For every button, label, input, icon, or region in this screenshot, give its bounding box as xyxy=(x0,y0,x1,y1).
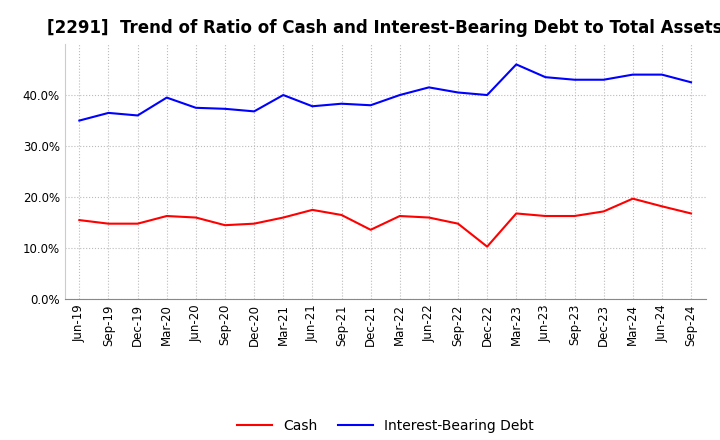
Interest-Bearing Debt xyxy=(192,105,200,110)
Interest-Bearing Debt xyxy=(279,92,287,98)
Cash xyxy=(425,215,433,220)
Interest-Bearing Debt xyxy=(483,92,492,98)
Interest-Bearing Debt xyxy=(163,95,171,100)
Line: Interest-Bearing Debt: Interest-Bearing Debt xyxy=(79,64,691,121)
Interest-Bearing Debt xyxy=(250,109,258,114)
Cash xyxy=(220,223,229,228)
Interest-Bearing Debt xyxy=(541,74,550,80)
Interest-Bearing Debt xyxy=(570,77,579,82)
Cash xyxy=(192,215,200,220)
Interest-Bearing Debt xyxy=(629,72,637,77)
Interest-Bearing Debt xyxy=(337,101,346,106)
Cash xyxy=(75,217,84,223)
Interest-Bearing Debt xyxy=(687,80,696,85)
Cash xyxy=(163,213,171,219)
Interest-Bearing Debt xyxy=(657,72,666,77)
Cash xyxy=(599,209,608,214)
Interest-Bearing Debt xyxy=(104,110,113,116)
Cash xyxy=(629,196,637,201)
Cash xyxy=(483,244,492,249)
Interest-Bearing Debt xyxy=(512,62,521,67)
Interest-Bearing Debt xyxy=(425,85,433,90)
Cash xyxy=(541,213,550,219)
Interest-Bearing Debt xyxy=(75,118,84,123)
Cash xyxy=(250,221,258,226)
Legend: Cash, Interest-Bearing Debt: Cash, Interest-Bearing Debt xyxy=(231,413,539,438)
Cash xyxy=(279,215,287,220)
Interest-Bearing Debt xyxy=(454,90,462,95)
Line: Cash: Cash xyxy=(79,198,691,247)
Interest-Bearing Debt xyxy=(599,77,608,82)
Cash xyxy=(133,221,142,226)
Cash xyxy=(395,213,404,219)
Cash xyxy=(454,221,462,226)
Cash xyxy=(337,213,346,218)
Cash xyxy=(570,213,579,219)
Cash xyxy=(308,207,317,213)
Interest-Bearing Debt xyxy=(133,113,142,118)
Interest-Bearing Debt xyxy=(366,103,375,108)
Title: [2291]  Trend of Ratio of Cash and Interest-Bearing Debt to Total Assets: [2291] Trend of Ratio of Cash and Intere… xyxy=(48,19,720,37)
Interest-Bearing Debt xyxy=(220,106,229,111)
Cash xyxy=(512,211,521,216)
Cash xyxy=(687,211,696,216)
Interest-Bearing Debt xyxy=(308,104,317,109)
Cash xyxy=(657,204,666,209)
Interest-Bearing Debt xyxy=(395,92,404,98)
Cash xyxy=(104,221,113,226)
Cash xyxy=(366,227,375,232)
